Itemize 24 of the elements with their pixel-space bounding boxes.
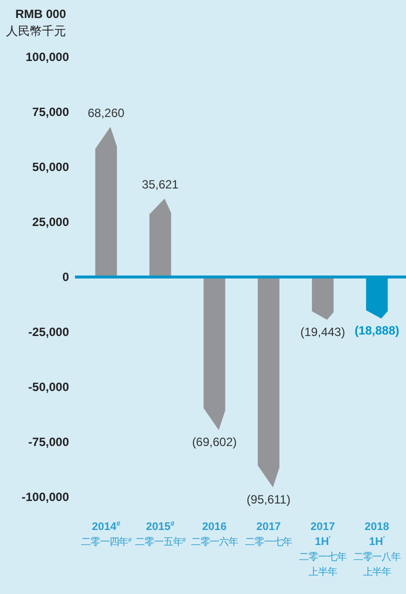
category-label: 2017 1H$^{'}$ 二零一七年上半年: [299, 521, 346, 578]
y-tick-label: 50,000: [32, 160, 70, 174]
y-tick-label: 0: [62, 270, 70, 284]
y-tick-label: -50,000: [28, 380, 70, 394]
category-label: 2018 1H$^{'}$ 二零一八年上半年: [353, 521, 400, 578]
y-tick-label: 75,000: [32, 105, 70, 120]
y-tick-label: -100,000: [22, 490, 70, 504]
x-tick-label: 2017 二零一七年: [245, 521, 293, 548]
bar: [204, 277, 226, 430]
y-axis-title: RMB 000 人民幣千元: [6, 7, 66, 38]
bar: [258, 277, 280, 488]
data-label: (69,602): [192, 435, 237, 450]
data-label: (19,443): [300, 324, 346, 339]
y-tick-label: 100,000: [26, 50, 70, 64]
data-label: 35,621: [142, 178, 179, 192]
x-tick-label: 2016 二零一六年: [190, 521, 239, 548]
category-label: 2014$^{#}$ 二零一四年$^{#}$: [81, 520, 132, 548]
y-tick-label: 25,000: [32, 215, 70, 230]
y-tick-label: -75,000: [28, 435, 70, 450]
y-tick-label: -25,000: [28, 325, 70, 340]
category-label: 2015$^{#}$ 二零一五年$^{#}$: [135, 520, 186, 548]
data-label: 68,260: [88, 106, 125, 120]
data-label: (95,611): [246, 492, 290, 506]
data-label: (18,888): [354, 324, 400, 338]
